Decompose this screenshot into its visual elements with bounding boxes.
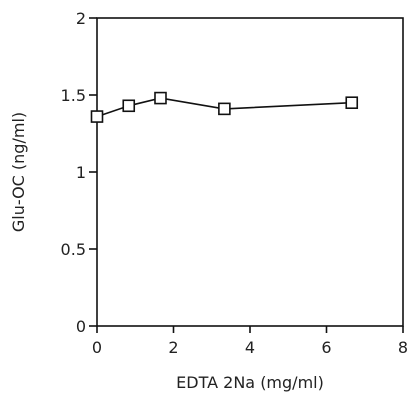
x-tick-label: 2 xyxy=(168,338,178,357)
series-layer xyxy=(90,91,359,123)
y-tick-label: 1.5 xyxy=(61,86,86,105)
data-point xyxy=(218,102,231,116)
x-tick-label: 4 xyxy=(245,338,255,357)
data-point xyxy=(90,110,104,123)
y-tick-label: 2 xyxy=(76,9,86,28)
y-axis: 0 0.5 1 1.5 2 xyxy=(61,9,97,336)
y-tick-label: 0.5 xyxy=(61,240,86,259)
plot-area xyxy=(96,17,404,327)
x-axis-label: EDTA 2Na (mg/ml) xyxy=(176,373,324,392)
x-tick-label: 8 xyxy=(398,338,408,357)
plot-frame xyxy=(96,17,404,327)
data-point xyxy=(154,91,167,105)
data-point xyxy=(345,96,359,109)
x-tick-label: 0 xyxy=(92,338,102,357)
y-axis-label: Glu-OC (ng/ml) xyxy=(9,112,28,232)
y-tick-label: 0 xyxy=(76,317,86,336)
x-tick-label: 6 xyxy=(321,338,331,357)
data-point xyxy=(122,99,136,113)
y-tick-label: 1 xyxy=(76,163,86,182)
x-axis: 0 2 4 6 8 xyxy=(92,326,408,357)
